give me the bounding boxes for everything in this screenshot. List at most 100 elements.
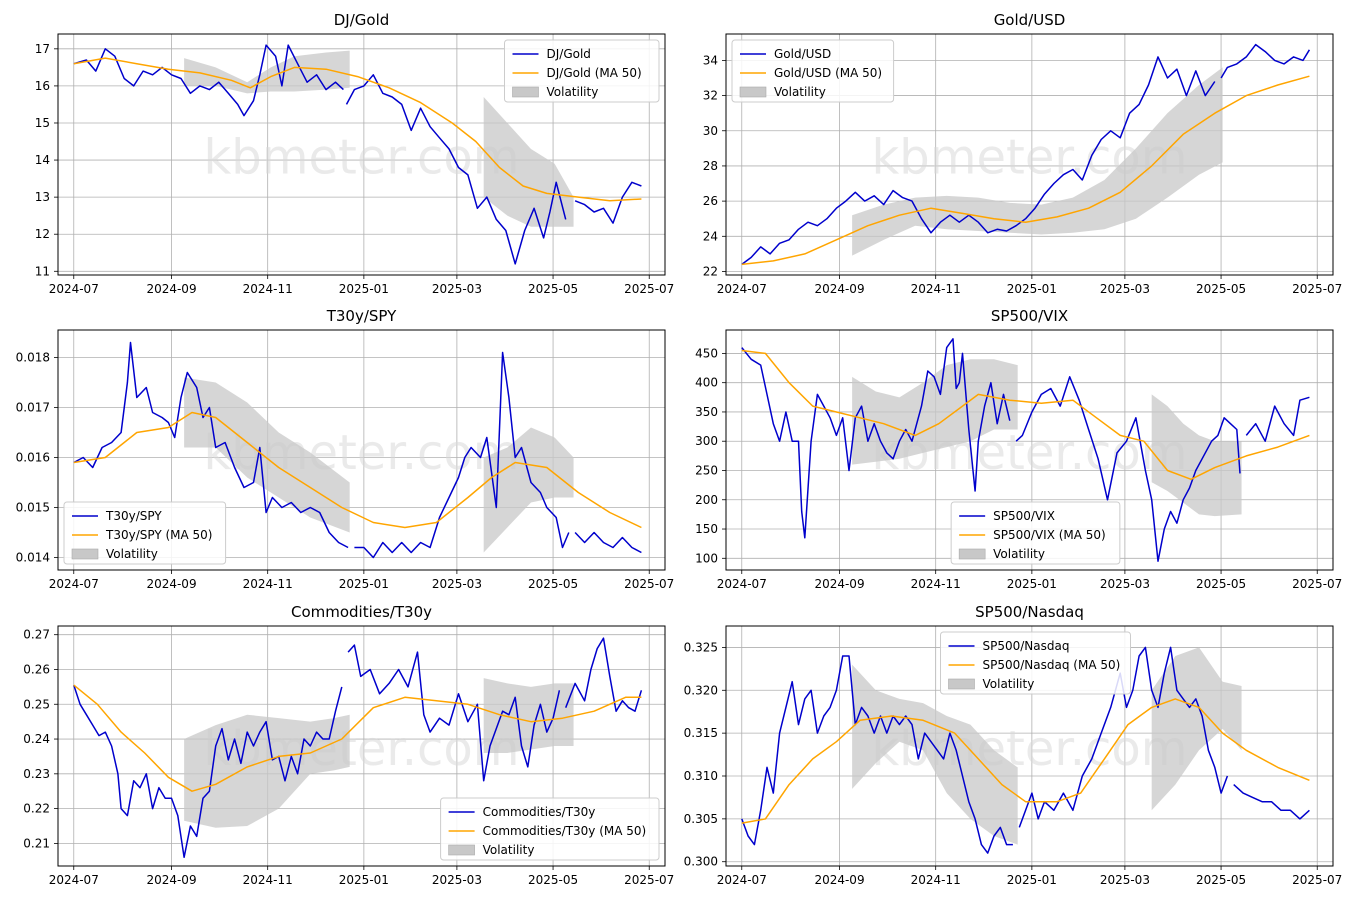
x-tick-label: 2024-07 (49, 282, 99, 296)
x-tick-label: 2024-07 (49, 873, 99, 887)
y-tick-label: 0.310 (684, 769, 718, 783)
y-tick-label: 0.26 (23, 662, 50, 676)
y-tick-label: 0.015 (16, 501, 50, 515)
y-tick-label: 24 (703, 229, 718, 243)
legend-box (504, 39, 660, 103)
x-tick-label: 2025-03 (432, 282, 482, 296)
y-tick-label: 34 (703, 53, 718, 67)
y-tick-label: 350 (695, 405, 718, 419)
legend-label: Volatility (983, 677, 1035, 691)
y-tick-label: 13 (35, 190, 50, 204)
y-tick-label: 0.017 (16, 401, 50, 415)
y-tick-label: 150 (695, 522, 718, 536)
legend-label: Commodities/T30y (MA 50) (483, 824, 647, 838)
axes-frame (725, 625, 1334, 867)
chart-title: Commodities/T30y (291, 603, 432, 621)
legend: Commodities/T30y Commodities/T30y (MA 50)… (440, 797, 660, 861)
legend-label: Volatility (483, 843, 535, 857)
y-tick-label: 22 (703, 264, 718, 278)
legend-volatility-swatch (739, 86, 767, 98)
legend: SP500/Nasdaq SP500/Nasdaq (MA 50) Volatili… (940, 631, 1131, 695)
legend-box (940, 631, 1131, 695)
legend-box (63, 501, 227, 565)
x-tick-label: 2024-07 (717, 282, 767, 296)
y-tick-label: 12 (35, 227, 50, 241)
legend: SP500/VIX SP500/VIX (MA 50) Volatility (950, 501, 1121, 565)
x-tick-label: 2024-09 (814, 873, 864, 887)
volatility-band (483, 427, 574, 553)
chart-title: SP500/Nasdaq (975, 603, 1084, 621)
y-tick-label: 0.23 (23, 767, 50, 781)
x-tick-label: 2025-05 (528, 873, 578, 887)
legend-volatility-swatch (948, 678, 975, 690)
y-tick-label: 30 (703, 124, 718, 138)
chart-panel-2: T30y/SPY 2024-07 2024-09 2024-11 2025-01 2025… (16, 307, 675, 591)
x-tick-label: 2024-07 (717, 577, 767, 591)
price-series-line (741, 646, 1310, 854)
volatility-band (184, 714, 350, 828)
x-tick-label: 2025-03 (1100, 282, 1150, 296)
price-series-line (741, 338, 1310, 562)
y-tick-label: 0.320 (684, 683, 718, 697)
x-tick-label: 2025-03 (1100, 577, 1150, 591)
y-tick-label: 450 (695, 346, 718, 360)
legend-label: DJ/Gold (MA 50) (547, 66, 642, 80)
x-tick-label: 2025-07 (624, 282, 674, 296)
legend-label: Gold/USD (774, 47, 831, 61)
axes-frame (725, 33, 1334, 276)
legend-label: Volatility (993, 547, 1045, 561)
chart-panel-4: Commodities/T30y 2024-07 2024-09 2024-11 202… (23, 603, 674, 887)
legend-box (950, 501, 1121, 565)
ma-series-line (741, 349, 1310, 481)
y-tick-label: 300 (695, 434, 718, 448)
price-series-line (741, 43, 1311, 266)
x-tick-label: 2025-05 (1196, 873, 1246, 887)
x-tick-label: 2025-03 (432, 577, 482, 591)
y-tick-label: 0.300 (684, 855, 718, 869)
axes-frame (57, 33, 666, 276)
ma-series-line (73, 57, 642, 202)
ma-series-line (73, 684, 642, 792)
y-tick-label: 0.24 (23, 732, 50, 746)
axes-frame (57, 625, 666, 867)
chart-panel-3: SP500/VIX 2024-07 2024-09 2024-11 2025-01 202… (695, 307, 1342, 591)
axes-frame (57, 329, 666, 571)
y-tick-label: 0.014 (16, 551, 50, 565)
legend-box (440, 797, 660, 861)
x-tick-label: 2025-01 (1007, 282, 1057, 296)
y-tick-label: 0.22 (23, 802, 50, 816)
y-tick-label: 200 (695, 493, 718, 507)
legend: Gold/USD Gold/USD (MA 50) Volatility (731, 39, 895, 103)
x-tick-label: 2025-05 (1196, 282, 1246, 296)
x-tick-label: 2025-01 (339, 873, 389, 887)
legend-label: SP500/VIX (993, 509, 1055, 523)
x-tick-label: 2025-03 (432, 873, 482, 887)
legend-volatility-swatch (958, 548, 986, 560)
legend-label: Volatility (774, 85, 826, 99)
y-tick-label: 28 (703, 159, 718, 173)
x-tick-label: 2024-09 (814, 282, 864, 296)
x-tick-label: 2025-01 (339, 577, 389, 591)
legend-volatility-swatch (71, 548, 99, 560)
y-tick-label: 0.25 (23, 697, 50, 711)
x-tick-label: 2025-01 (1007, 873, 1057, 887)
x-tick-label: 2024-11 (243, 282, 293, 296)
chart-title: DJ/Gold (334, 11, 390, 29)
x-tick-label: 2025-07 (624, 577, 674, 591)
legend-label: T30y/SPY (MA 50) (105, 528, 213, 542)
x-tick-label: 2025-05 (528, 282, 578, 296)
x-tick-label: 2025-01 (339, 282, 389, 296)
y-tick-label: 400 (695, 376, 718, 390)
x-tick-label: 2024-09 (146, 577, 196, 591)
volatility-band (184, 50, 350, 94)
x-tick-label: 2025-03 (1100, 873, 1150, 887)
x-tick-label: 2024-11 (243, 577, 293, 591)
legend-label: Volatility (547, 85, 599, 99)
axes-frame (725, 329, 1334, 571)
volatility-band (184, 377, 350, 533)
price-series-line (73, 637, 643, 859)
y-tick-label: 0.325 (684, 640, 718, 654)
ma-series-line (741, 698, 1310, 824)
price-series-line (73, 44, 642, 265)
x-tick-label: 2024-09 (146, 282, 196, 296)
